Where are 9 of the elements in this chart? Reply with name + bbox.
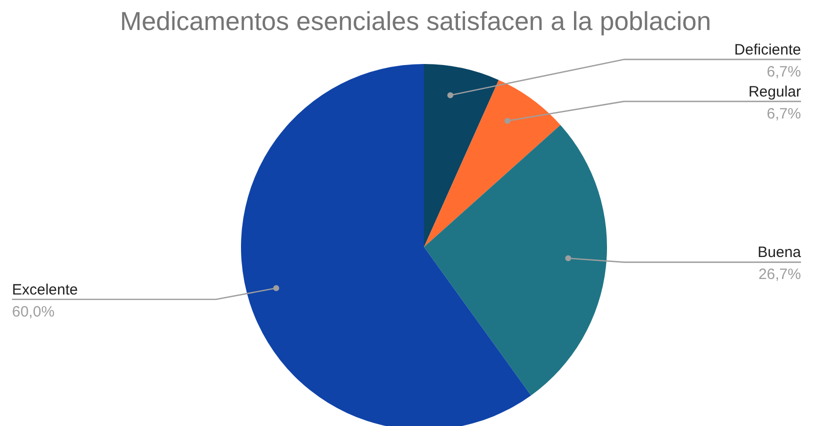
data-label: 26,7% [758,266,801,284]
data-label: 6,7% [766,63,801,80]
slice-label: Deficiente [734,41,801,58]
slice-label: Buena [758,244,802,262]
slice-label: Regular [748,83,802,100]
data-label: 6,7% [766,105,801,122]
data-label: 60,0% [12,303,55,320]
chart-title: Medicamentos esenciales satisfacen a la poblacion [118,6,712,37]
slice-label: Excelente [12,281,78,298]
